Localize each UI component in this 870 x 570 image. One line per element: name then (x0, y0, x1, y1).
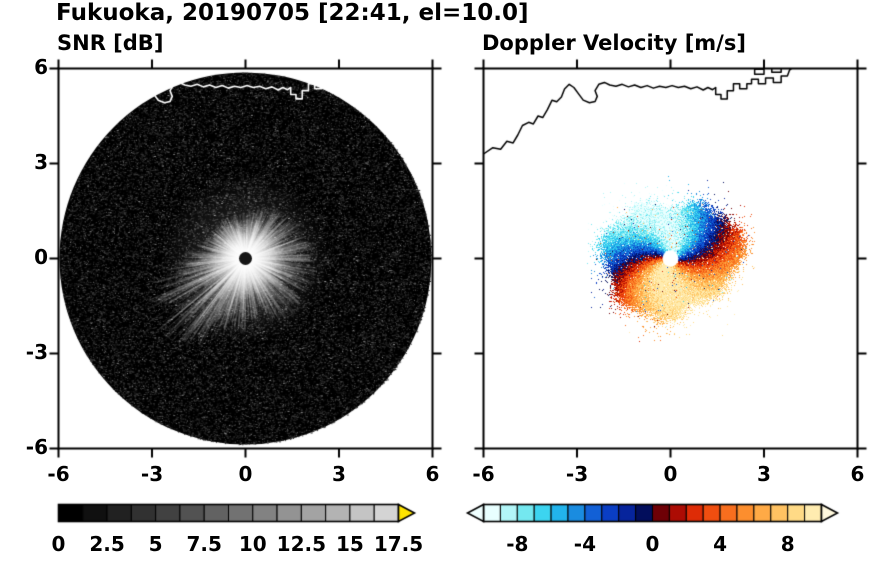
doppler-colorbar-label: 0 (645, 532, 660, 556)
doppler-panel-title: Doppler Velocity [m/s] (482, 31, 746, 55)
snr-colorbar-label: 7.5 (186, 532, 222, 556)
doppler-colorbar-label: 4 (713, 532, 728, 556)
doppler-x-tick-label: 3 (757, 462, 771, 486)
snr-x-tick-label: -3 (140, 462, 164, 486)
snr-colorbar-label: 15 (336, 532, 364, 556)
snr-y-tick-label: -6 (25, 434, 48, 459)
snr-x-tick-label: 0 (238, 462, 253, 486)
snr-y-tick-label: 6 (34, 54, 48, 79)
doppler-x-tick-label: 0 (663, 462, 678, 486)
snr-colorbar-label: 17.5 (373, 532, 424, 556)
snr-x-tick-label: 3 (332, 462, 346, 486)
doppler-x-tick-label: -3 (565, 462, 589, 486)
doppler-x-tick-label: -6 (472, 462, 495, 486)
doppler-colorbar-label: 8 (780, 532, 795, 556)
snr-y-tick-label: -3 (25, 339, 48, 364)
doppler-colorbar-label: -4 (573, 532, 596, 556)
doppler-x-tick-label: 6 (850, 462, 865, 486)
doppler-colorbar-label: -8 (506, 532, 529, 556)
figure-title: Fukuoka, 20190705 [22:41, el=10.0] (56, 0, 529, 26)
snr-y-tick-label: 0 (34, 244, 48, 269)
snr-y-tick-label: 3 (34, 149, 48, 174)
snr-colorbar-label: 12.5 (276, 532, 327, 556)
snr-colorbar-label: 10 (238, 532, 267, 556)
snr-colorbar-label: 5 (148, 532, 163, 556)
snr-colorbar-label: 2.5 (89, 532, 125, 556)
snr-x-tick-label: -6 (47, 462, 70, 486)
snr-colorbar-label: 0 (51, 532, 66, 556)
snr-x-tick-label: 6 (425, 462, 440, 486)
snr-panel-title: SNR [dB] (57, 31, 164, 55)
